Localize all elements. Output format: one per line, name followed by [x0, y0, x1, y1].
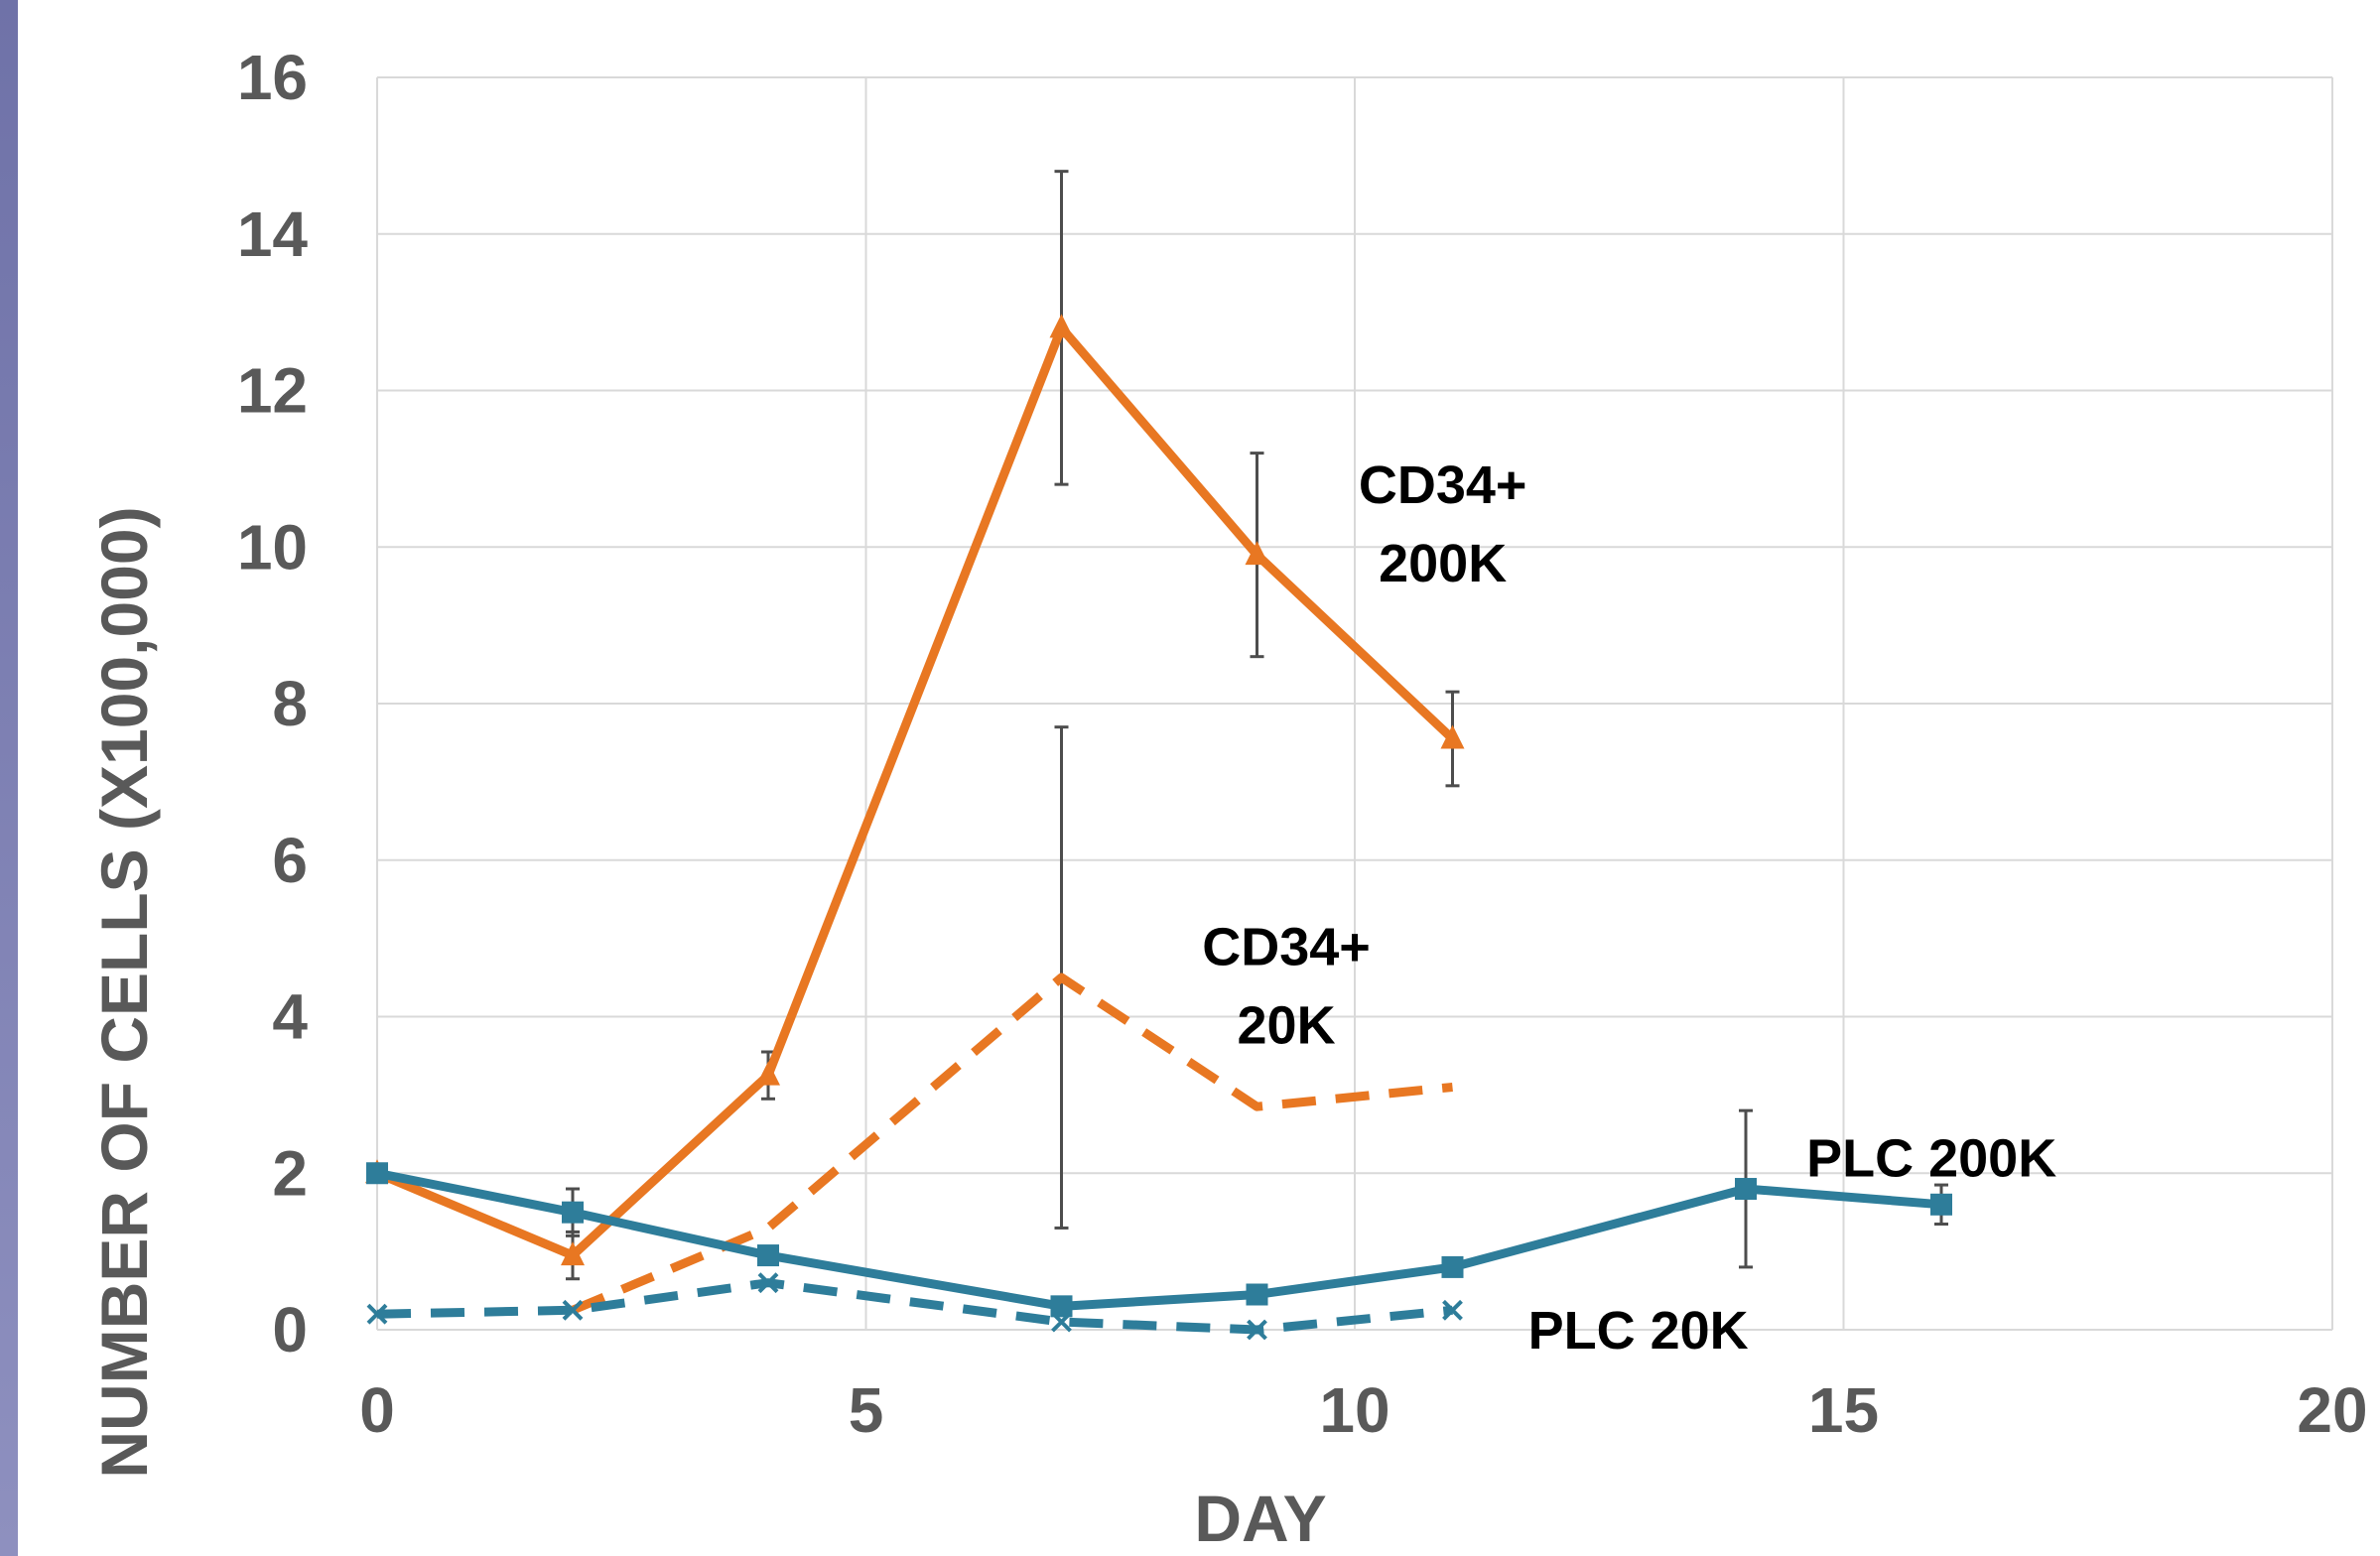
- series-markers: [365, 314, 1952, 1341]
- annotation-label: CD34+: [1359, 455, 1527, 515]
- cd34-200k-point: [1245, 541, 1269, 566]
- cd34-200k-point: [1049, 314, 1074, 338]
- annotation-label: CD34+: [1202, 918, 1371, 977]
- plc-200k-line: [376, 1168, 1942, 1311]
- y-tick-label: 12: [237, 355, 308, 427]
- plc-200k-point: [1246, 1283, 1268, 1306]
- plc-20k-point: [1247, 1319, 1267, 1341]
- annotation-label: PLC 20K: [1528, 1301, 1749, 1361]
- plc-200k-point: [562, 1201, 584, 1224]
- plc-200k-point: [1735, 1178, 1757, 1201]
- x-tick-label: 20: [2297, 1374, 2367, 1446]
- plc-200k-point: [1441, 1255, 1464, 1278]
- plc-200k-point: [1930, 1193, 1952, 1216]
- x-tick-label: 5: [849, 1374, 884, 1446]
- cd34-200k-line: [375, 323, 1456, 1260]
- plc-20k-point: [757, 1272, 779, 1294]
- y-tick-label: 0: [272, 1294, 308, 1365]
- cd34-200k-point: [1440, 724, 1465, 749]
- x-axis-title: DAY: [1194, 1482, 1326, 1555]
- x-tick-labels: 0 5 10 15 20: [359, 1374, 2367, 1446]
- left-decor-strip: [0, 0, 18, 1556]
- series-lines: [375, 323, 1942, 1335]
- annotation-label: 20K: [1238, 995, 1336, 1055]
- cd34-200k-point: [756, 1061, 780, 1086]
- y-tick-label: 8: [272, 668, 308, 739]
- y-tick-label: 2: [272, 1137, 308, 1209]
- x-tick-label: 0: [359, 1374, 395, 1446]
- y-tick-label: 10: [237, 511, 308, 583]
- y-tick-label: 16: [237, 42, 308, 113]
- annotation-label: 200K: [1379, 534, 1507, 593]
- x-tick-label: 10: [1319, 1374, 1389, 1446]
- plc-20k-point: [1442, 1299, 1463, 1321]
- y-tick-label: 4: [272, 981, 308, 1053]
- plc-200k-point: [757, 1244, 779, 1267]
- y-tick-label: 14: [237, 198, 309, 270]
- annotations: CD34+ 200K CD34+ 20K PLC 200K PLC 20K: [1202, 455, 2056, 1361]
- plc-20k-point: [1051, 1311, 1072, 1333]
- y-axis-title: NUMBER OF CELLS (X100,000): [87, 506, 161, 1478]
- grid: [376, 76, 2333, 1331]
- plc-20k-point: [366, 1303, 388, 1325]
- cd34-200k-point: [561, 1241, 585, 1266]
- plc-20k-line: [376, 1278, 1453, 1335]
- plc-200k-point: [366, 1162, 388, 1185]
- error-bars: [566, 170, 1948, 1281]
- cd34-20k-line: [571, 972, 1453, 1315]
- y-tick-labels: 0 2 4 6 8 10 12 14 16: [237, 42, 309, 1365]
- plc-200k-point: [1050, 1295, 1073, 1318]
- annotation-label: PLC 200K: [1806, 1128, 2056, 1188]
- y-tick-label: 6: [272, 825, 308, 896]
- plc-20k-point: [562, 1299, 584, 1321]
- x-tick-label: 15: [1808, 1374, 1879, 1446]
